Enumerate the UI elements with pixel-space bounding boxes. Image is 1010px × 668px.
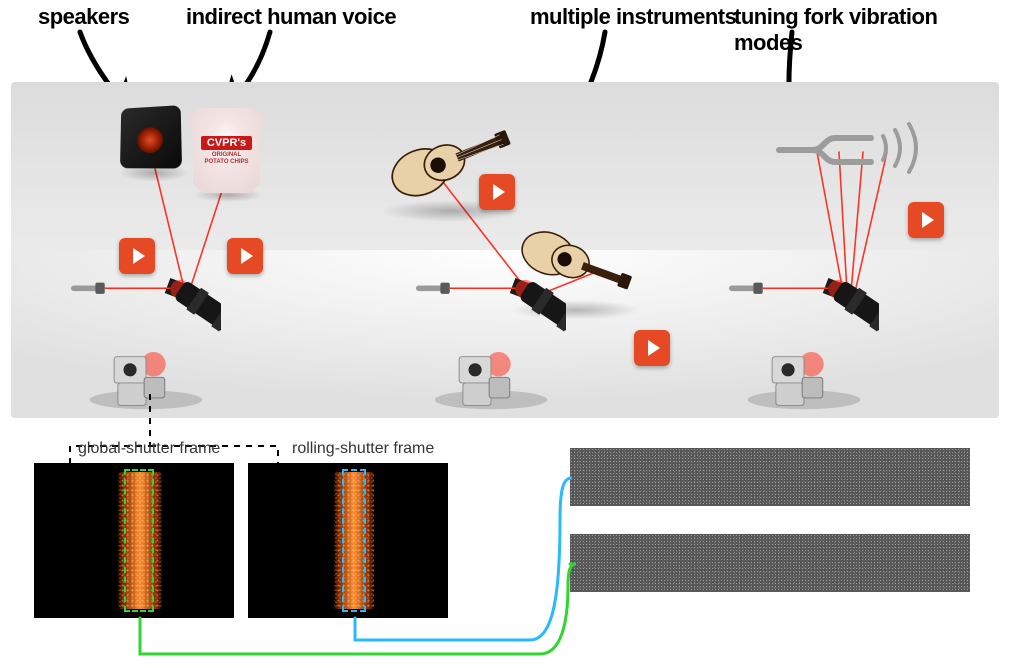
play-fork[interactable] <box>908 202 944 238</box>
chips-bag: CVPR's ORIGINALPOTATO CHIPS <box>189 108 264 193</box>
scene-3d: CVPR's ORIGINALPOTATO CHIPS <box>11 82 999 418</box>
frame-rolling-shutter <box>248 463 448 618</box>
label-global-shutter: global-shutter frame <box>78 440 220 458</box>
frame-global-shutter <box>34 463 234 618</box>
noise-strip-top <box>570 448 970 506</box>
dash-box-green <box>124 469 154 612</box>
camera-rig-3 <box>729 232 879 412</box>
label-tuning-fork: tuning fork vibration modes <box>734 4 1010 56</box>
sound-waves-icon <box>877 118 927 178</box>
chips-brand: CVPR's <box>201 136 252 150</box>
tuning-fork-icon <box>771 120 881 180</box>
label-indirect-voice: indirect human voice <box>186 4 396 30</box>
label-rolling-shutter: rolling-shutter frame <box>292 440 434 458</box>
play-guitars-bot[interactable] <box>634 330 670 366</box>
play-speaker[interactable] <box>119 238 155 274</box>
dash-box-blue <box>342 469 366 612</box>
label-speakers: speakers <box>38 4 129 30</box>
play-guitars-top[interactable] <box>479 174 515 210</box>
speaker-cube <box>120 105 182 168</box>
noise-strip-bottom <box>570 534 970 592</box>
label-instruments: multiple instruments <box>530 4 736 30</box>
camera-rig-2 <box>416 232 566 412</box>
play-chips[interactable] <box>227 238 263 274</box>
